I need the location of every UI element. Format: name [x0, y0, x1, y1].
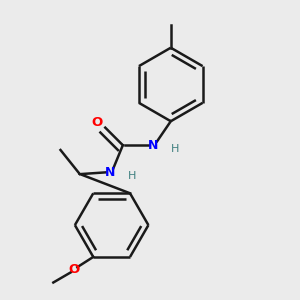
- Text: O: O: [68, 263, 80, 276]
- Text: N: N: [148, 139, 158, 152]
- Text: H: H: [171, 144, 179, 154]
- Text: O: O: [92, 116, 103, 129]
- Text: N: N: [105, 166, 115, 179]
- Text: H: H: [128, 171, 136, 181]
